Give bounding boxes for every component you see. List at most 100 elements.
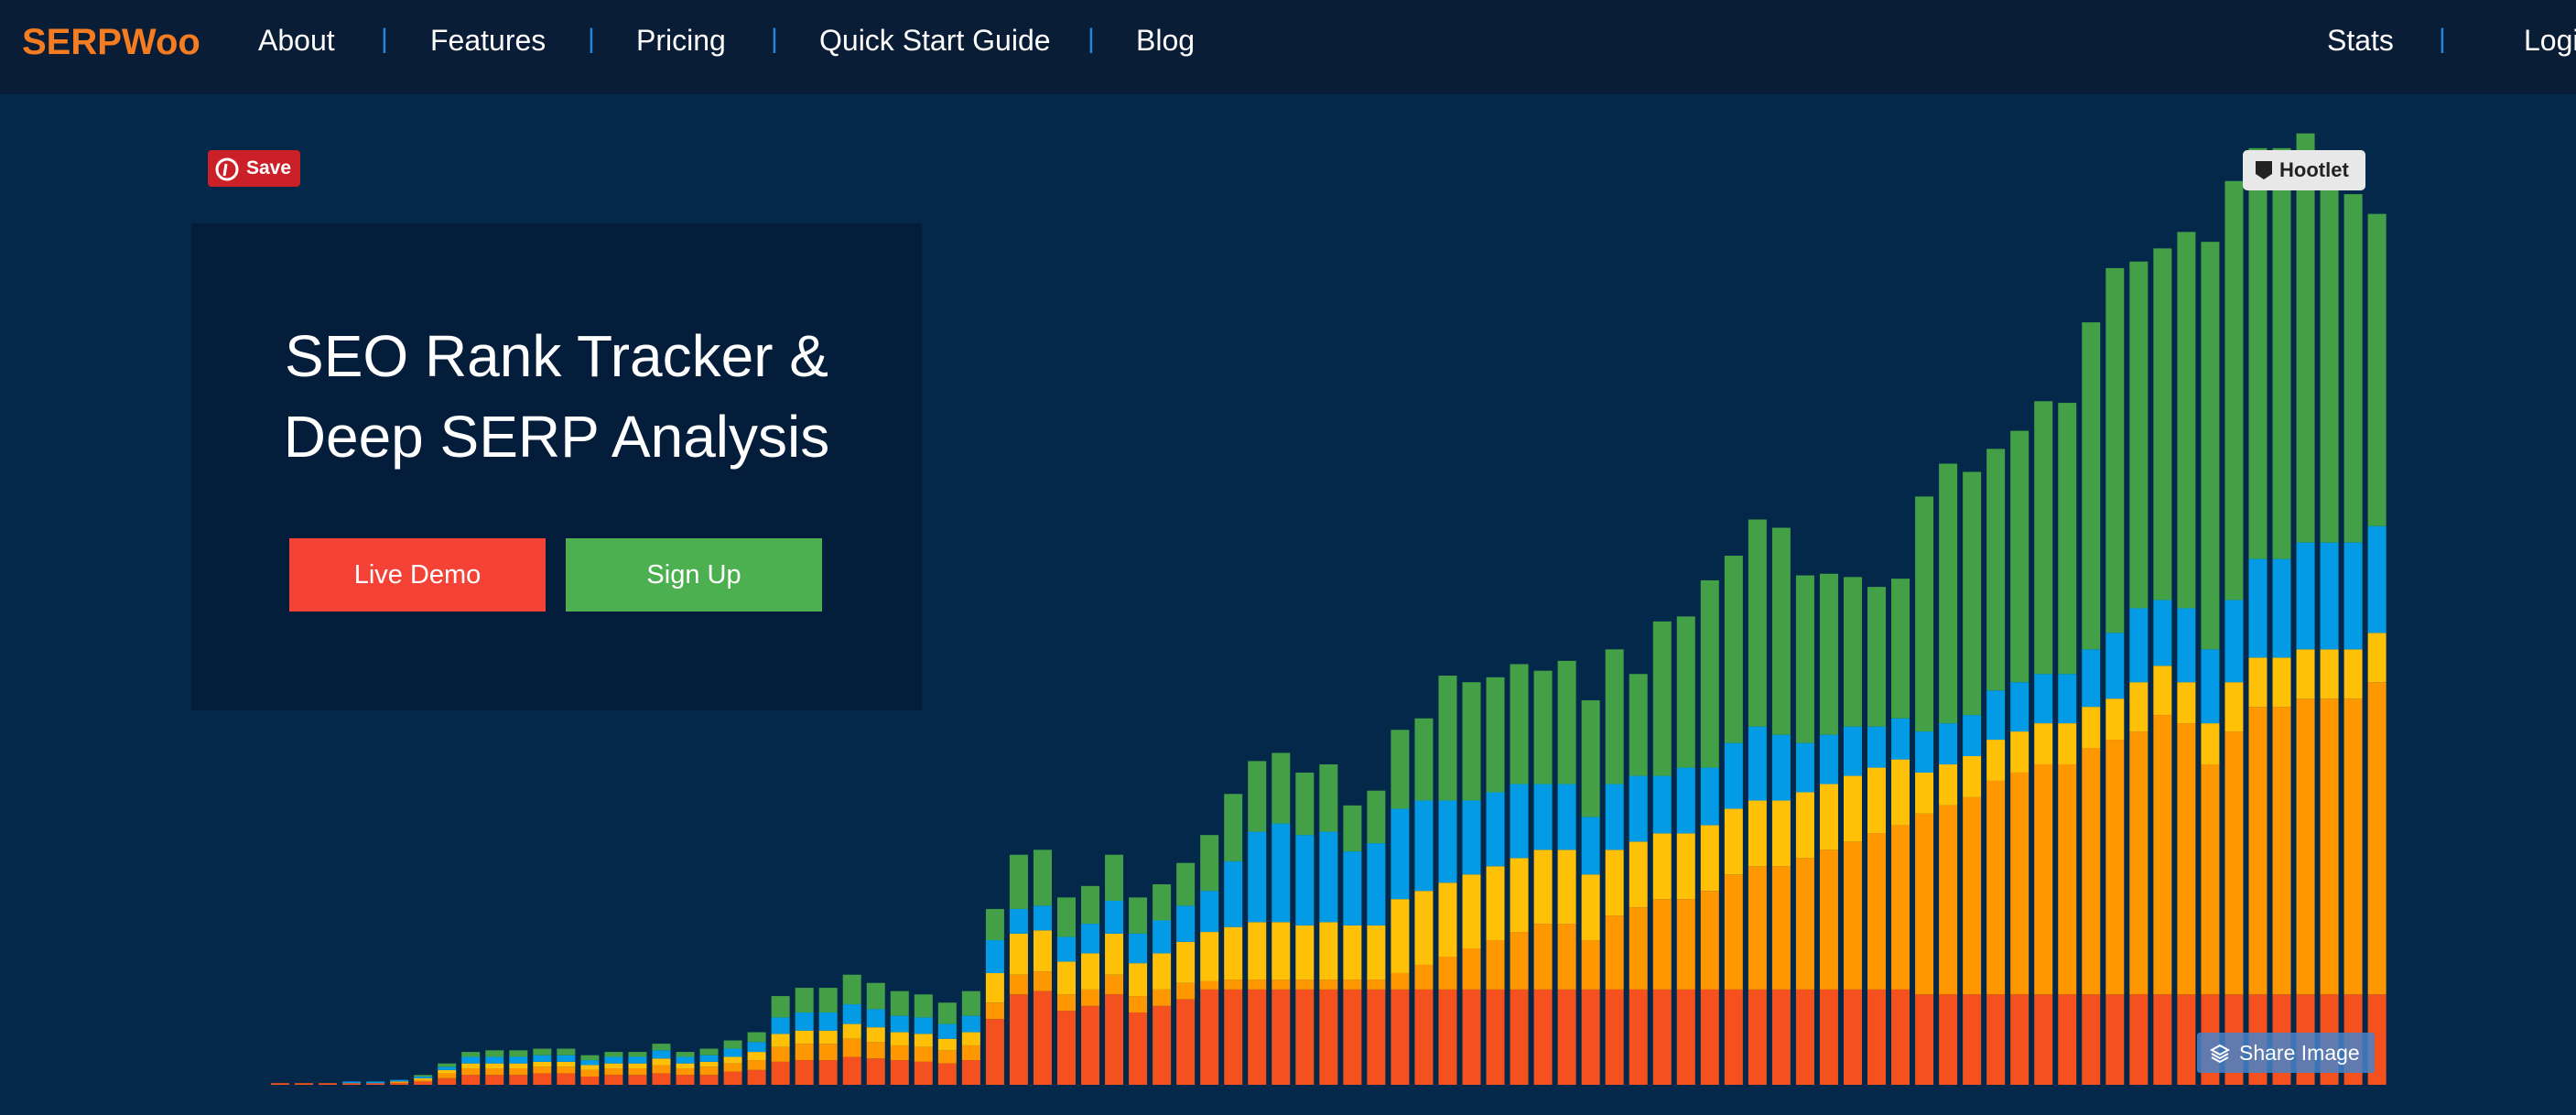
bar-segment <box>1605 649 1624 785</box>
nav-link[interactable]: Blog <box>1136 24 1196 57</box>
bar-segment <box>2201 649 2220 724</box>
bar-segment <box>1629 674 1648 776</box>
bar-segment <box>604 1075 623 1085</box>
bar-segment <box>771 996 790 1018</box>
bar-segment <box>961 1045 980 1061</box>
bar-segment <box>2129 682 2148 732</box>
bar-segment <box>533 1055 552 1062</box>
bar-segment <box>1438 676 1457 801</box>
bar-segment <box>1391 899 1410 973</box>
bar-segment <box>1295 980 1315 990</box>
bar-segment <box>1915 994 1934 1085</box>
bar-segment <box>1009 933 1028 975</box>
bar-segment <box>366 1081 385 1084</box>
nav-link[interactable]: Quick Start Guide <box>819 24 1051 57</box>
bar-segment <box>1652 899 1672 990</box>
bar-segment <box>1676 616 1695 768</box>
bar-segment <box>1510 784 1529 859</box>
bar-segment <box>890 1032 909 1045</box>
bar-segment <box>1963 994 1982 1085</box>
bar-segment <box>699 1048 719 1055</box>
bar-segment <box>795 1012 814 1031</box>
bar-segment <box>1343 851 1362 926</box>
share-image-button[interactable]: Share Image <box>2197 1033 2375 1073</box>
bar-segment <box>2367 633 2387 683</box>
logo[interactable]: SERPWoo <box>22 22 200 62</box>
bar-segment <box>890 1015 909 1033</box>
bar-segment <box>2201 723 2220 764</box>
bar-segment <box>2082 994 2101 1085</box>
bar-segment <box>1605 850 1624 916</box>
bar-segment <box>1629 841 1648 908</box>
bar-segment <box>985 908 1004 941</box>
bar-segment <box>1272 752 1291 824</box>
hero-chart <box>271 133 2387 1085</box>
bar-segment <box>1748 866 1767 990</box>
bar-segment <box>1319 763 1338 832</box>
bar-segment <box>866 1058 885 1085</box>
bar-segment <box>1248 831 1267 923</box>
bar-segment <box>1963 796 1982 995</box>
bar-segment <box>628 1075 647 1085</box>
bar-segment <box>557 1073 576 1085</box>
bar-segment <box>1915 731 1934 773</box>
pin-save-button[interactable]: Save <box>208 150 300 187</box>
bar-segment <box>890 1045 909 1061</box>
bar-segment <box>2129 994 2148 1085</box>
bar-segment <box>1963 715 1982 756</box>
bar-segment <box>1391 989 1410 1085</box>
bar-segment <box>461 1068 481 1076</box>
bar-segment <box>1939 805 1958 995</box>
bar-segment <box>604 1056 623 1064</box>
bar-segment <box>485 1063 504 1069</box>
bar-segment <box>1272 823 1291 923</box>
bar-segment <box>1343 989 1362 1085</box>
nav-link[interactable]: About <box>258 24 335 57</box>
nav-bar: SERPWoo About Features Pricing Quick Start … <box>0 0 2576 94</box>
bar-segment <box>1724 874 1743 990</box>
bar-segment <box>1486 792 1505 867</box>
bar-segment <box>1533 670 1553 785</box>
bar-segment <box>438 1066 457 1070</box>
bar-segment <box>1748 519 1767 727</box>
nav-link[interactable]: Stats <box>2327 24 2394 57</box>
hero-box: SEO Rank Tracker & Deep SERP Analysis Li… <box>191 223 922 710</box>
bar-segment <box>1224 794 1243 861</box>
bar-segment <box>414 1077 433 1078</box>
hero-title: SEO Rank Tracker & <box>285 323 828 389</box>
bar-segment <box>1771 527 1791 735</box>
bar-segment <box>1081 989 1100 1006</box>
bar-segment <box>1200 989 1219 1085</box>
bar-segment <box>1748 989 1767 1085</box>
live-demo-button[interactable]: Live Demo <box>289 538 546 612</box>
bar-segment <box>2082 707 2101 749</box>
bar-segment <box>1867 989 1887 1085</box>
bar-segment <box>1224 989 1243 1085</box>
bar-segment <box>1819 989 1838 1085</box>
bar-segment <box>1867 833 1887 990</box>
bar-segment <box>1819 850 1838 990</box>
bar-segment <box>2105 740 2125 995</box>
nav-link[interactable]: Features <box>430 24 547 57</box>
bar-segment <box>866 1009 885 1028</box>
bar-segment <box>1248 761 1267 832</box>
bar-segment <box>795 1044 814 1061</box>
bar-segment <box>1081 924 1100 954</box>
bar-segment <box>1319 980 1338 990</box>
bar-segment <box>1819 734 1838 785</box>
bar-segment <box>2296 133 2315 543</box>
sign-up-button[interactable]: Sign Up <box>566 538 822 612</box>
bar-segment <box>1129 1012 1148 1085</box>
bar-segment <box>1581 699 1600 817</box>
bar-segment <box>914 1017 933 1034</box>
bar-segment <box>1153 1005 1172 1085</box>
bar-segment <box>1224 861 1243 927</box>
bar-segment <box>795 1060 814 1085</box>
nav-link[interactable]: Pricing <box>636 24 726 57</box>
bar-segment <box>723 1056 742 1064</box>
bar-segment <box>1939 763 1958 806</box>
bar-segment <box>1176 862 1196 906</box>
bar-segment <box>1295 835 1315 926</box>
nav-link[interactable]: Login <box>2524 24 2576 57</box>
bar-segment <box>1414 891 1434 965</box>
